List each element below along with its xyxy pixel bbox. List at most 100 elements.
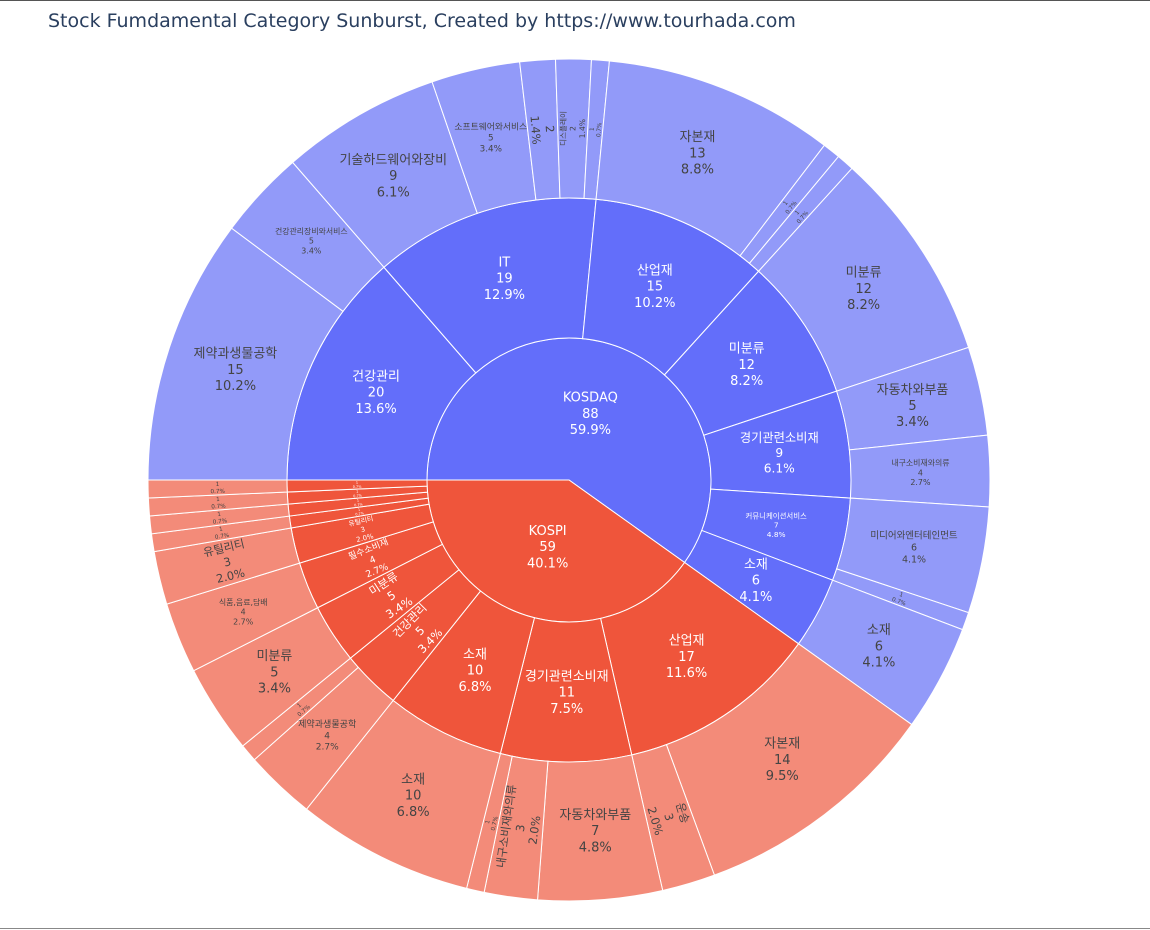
slice-kospi-d3-자본재[interactable] xyxy=(665,643,913,876)
slice-name: 경기관련소비재 xyxy=(525,669,609,684)
slice-kosdaq-d3-unlabeled[interactable] xyxy=(519,58,561,201)
slice-kosdaq-d3-내구소비재와의류[interactable] xyxy=(848,434,991,508)
slice-value: 1 xyxy=(794,209,801,216)
slice-kospi-d3-유틸리티[interactable] xyxy=(153,527,301,605)
slice-label: 소재 10 6.8% xyxy=(397,772,430,820)
slice-kosdaq-d3-자동차와부품[interactable] xyxy=(836,346,989,451)
slice-percent: 13.6% xyxy=(355,402,396,417)
slice-kospi-d3-식품-음료-담배[interactable] xyxy=(166,562,319,672)
slice-name: 제약과생물공학 xyxy=(194,347,278,362)
slice-name: 식품,음료,담배 xyxy=(219,597,268,607)
slice-value: 3 xyxy=(661,811,676,822)
slice-kospi-d3-unlabeled[interactable] xyxy=(150,515,292,553)
slice-label: 커뮤니케이션서비스 7 4.8% xyxy=(746,510,808,539)
slice-percent: 1.4% xyxy=(528,115,544,145)
slice-value: 5 xyxy=(908,399,916,414)
slice-percent: 0.7% xyxy=(214,533,230,541)
slice-name: 기술하드웨어와장비 xyxy=(339,153,447,168)
slice-value: 1 xyxy=(217,512,222,518)
slice-percent: 0.7% xyxy=(596,122,603,137)
slice-value: 59 xyxy=(539,540,556,555)
slice-value: 1 xyxy=(356,481,358,485)
slice-kospi-d3-미분류[interactable] xyxy=(193,607,352,747)
slice-kospi-d3-자동차와부품[interactable] xyxy=(537,754,664,902)
slice-label: 경기관련소비재 11 7.5% xyxy=(525,669,609,717)
slice-name: 소프트웨어와서비스 xyxy=(454,120,527,132)
slice-value: 4 xyxy=(324,731,330,741)
slice-value: 1 xyxy=(898,592,904,599)
slice-percent: 2.0% xyxy=(215,566,247,586)
slice-kosdaq-d3-건강관리장비와서비스[interactable] xyxy=(230,161,385,313)
slice-label: 기술하드웨어와장비 9 6.1% xyxy=(339,153,447,201)
slice-label: 산업재 17 11.6% xyxy=(666,634,707,682)
slice-value: 3 xyxy=(222,554,232,569)
slice-percent: 10.2% xyxy=(215,379,256,394)
slice-name: 산업재 xyxy=(637,263,673,278)
slice-percent: 7.5% xyxy=(550,702,583,717)
slice-percent: 0.7% xyxy=(353,494,363,499)
slice-kosdaq-d3-소프트웨어와서비스[interactable] xyxy=(431,61,537,214)
slice-percent: 12.9% xyxy=(484,288,525,303)
slice-percent: 6.8% xyxy=(458,680,491,695)
slice-percent: 3.4% xyxy=(258,682,291,697)
slice-value: 15 xyxy=(227,363,244,378)
slice-label: 10.7% xyxy=(353,480,363,489)
slice-value: 1 xyxy=(216,482,220,488)
slice-name: 디스플레이 xyxy=(558,111,568,146)
slice-kospi-d3-unlabeled[interactable] xyxy=(465,752,513,893)
slice-kospi-d3-운송[interactable] xyxy=(631,744,716,892)
slice-label: 산업재 15 10.2% xyxy=(634,263,675,311)
slice-label: 자본재 14 9.5% xyxy=(764,737,800,785)
slice-label: 미분류 12 8.2% xyxy=(846,266,882,314)
slice-name: 미분류 xyxy=(256,649,292,664)
slice-value: 7 xyxy=(591,824,599,839)
slice-percent: 0.7% xyxy=(210,489,225,495)
slice-kosdaq-d3-unlabeled[interactable] xyxy=(748,155,853,272)
slice-kospi-d3-소재[interactable] xyxy=(305,699,501,889)
slice-kospi-d3-unlabeled[interactable] xyxy=(147,491,289,517)
slice-percent: 3.4% xyxy=(301,247,322,256)
slice-kospi-d3-unlabeled[interactable] xyxy=(147,479,288,499)
slice-value: 12 xyxy=(738,358,755,373)
slice-label: KOSDAQ 88 59.9% xyxy=(563,391,618,439)
slice-value: 1 xyxy=(590,127,596,131)
slice-name: 건강관리장비와서비스 xyxy=(275,226,348,236)
slice-name: 산업재 xyxy=(669,634,705,649)
slice-label: 디스플레이21.4% xyxy=(558,111,587,146)
slice-value: 10 xyxy=(467,664,484,679)
slice-kospi-d3-제약과생물공학[interactable] xyxy=(253,666,394,810)
slice-kosdaq-d3-소재[interactable] xyxy=(797,579,964,726)
slice-kospi-d3-unlabeled[interactable] xyxy=(148,503,290,535)
slice-kosdaq-d3-기술하드웨어와장비[interactable] xyxy=(291,81,478,268)
slice-kosdaq-d3-미분류[interactable] xyxy=(757,167,970,392)
slice-kosdaq-d3-unlabeled[interactable] xyxy=(583,59,610,200)
slice-kosdaq-d3-자본재[interactable] xyxy=(595,60,826,257)
slice-kosdaq-d3-unlabeled[interactable] xyxy=(739,144,840,265)
slice-kospi-d3-내구소비재와의류[interactable] xyxy=(483,755,549,901)
slice-percent: 10.2% xyxy=(634,296,675,311)
slice-name: 자본재 xyxy=(679,130,715,145)
slice-kosdaq-d3-unlabeled[interactable] xyxy=(831,568,970,631)
slice-percent: 2.0% xyxy=(356,532,375,544)
slice-value: 3 xyxy=(360,525,366,534)
slice-percent: 4.1% xyxy=(862,656,895,671)
slice-kospi-d3-unlabeled[interactable] xyxy=(241,657,359,761)
slice-value: 9 xyxy=(775,446,783,460)
slice-label: KOSPI 59 40.1% xyxy=(527,524,568,572)
slice-kosdaq-d3-디스플레이[interactable] xyxy=(554,58,593,199)
slice-name: 소재 xyxy=(867,623,891,638)
slice-value: 5 xyxy=(309,237,314,246)
slice-name: 경기관련소비재 xyxy=(740,431,819,445)
slice-value: 9 xyxy=(389,169,397,184)
slice-percent: 0.7% xyxy=(354,502,364,507)
slice-percent: 11.6% xyxy=(666,666,707,681)
slice-kosdaq-d3-미디어와엔터테인먼트[interactable] xyxy=(836,497,990,614)
slice-value: 1 xyxy=(357,499,360,503)
slice-percent: 2.7% xyxy=(316,743,339,753)
slice-value: 5 xyxy=(270,665,278,680)
slice-percent: 8.2% xyxy=(730,374,763,389)
slice-value: 1 xyxy=(219,527,224,534)
slice-label: 미디어와엔터테인먼트 6 4.1% xyxy=(870,530,958,566)
slice-percent: 59.9% xyxy=(570,423,611,438)
